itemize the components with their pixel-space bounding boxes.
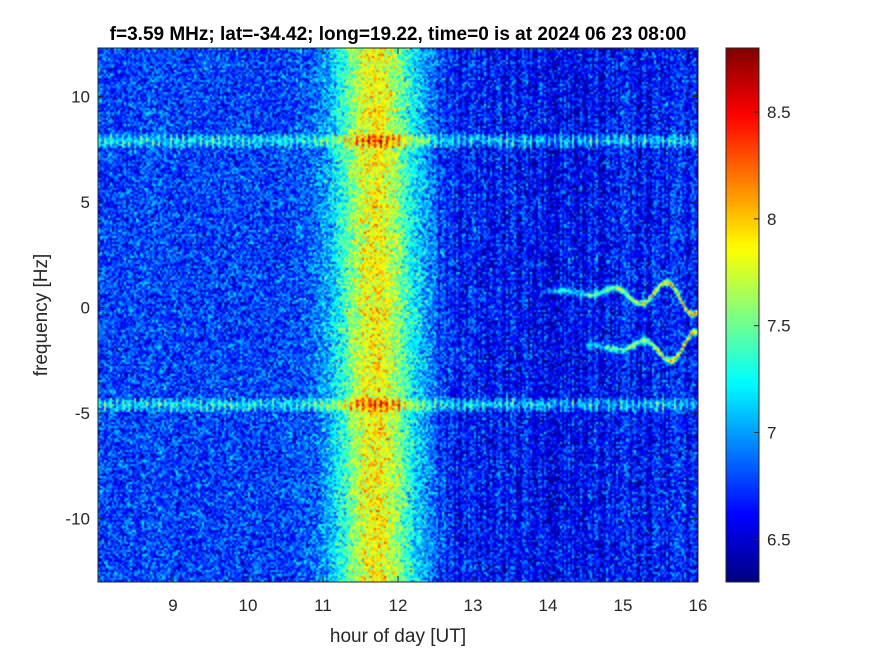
y-tick-label: 5 [81, 193, 90, 212]
colorbar: 6.5 7 7.5 8 8.5 [725, 47, 791, 583]
colorbar-tick-label: 6.5 [767, 530, 791, 549]
x-tick-label: 14 [539, 596, 558, 615]
y-tick-label: 0 [81, 299, 90, 318]
x-axis-ticks: 9 10 11 12 13 14 15 16 [168, 48, 707, 615]
x-tick-label: 11 [314, 596, 332, 615]
x-tick-label: 13 [464, 596, 483, 615]
colorbar-tick-label: 8.5 [767, 103, 791, 122]
y-tick-label: 10 [71, 88, 90, 107]
spectrogram-plot-area [97, 47, 699, 583]
x-tick-label: 15 [614, 596, 633, 615]
chart-title: f=3.59 MHz; lat=-34.42; long=19.22, time… [110, 24, 687, 45]
colorbar-ticks: 6.5 7 7.5 8 8.5 [754, 103, 791, 549]
colorbar-tick-label: 7 [767, 423, 776, 442]
y-tick-label: -5 [75, 404, 90, 423]
y-axis-ticks: -10 -5 0 5 10 [65, 88, 698, 529]
colorbar-tick-label: 7.5 [767, 317, 791, 336]
y-axis-label: frequency [Hz] [31, 254, 52, 377]
colorbar-frame [725, 47, 760, 583]
y-tick-label: -10 [65, 510, 90, 529]
x-axis-label: hour of day [UT] [330, 626, 466, 647]
colorbar-tick-label: 8 [767, 210, 776, 229]
spectrogram-heatmap [98, 48, 698, 582]
x-tick-label: 12 [389, 596, 408, 615]
x-tick-label: 16 [689, 596, 708, 615]
x-tick-label: 10 [239, 596, 258, 615]
colorbar-gradient [726, 48, 759, 582]
x-tick-label: 9 [168, 596, 177, 615]
